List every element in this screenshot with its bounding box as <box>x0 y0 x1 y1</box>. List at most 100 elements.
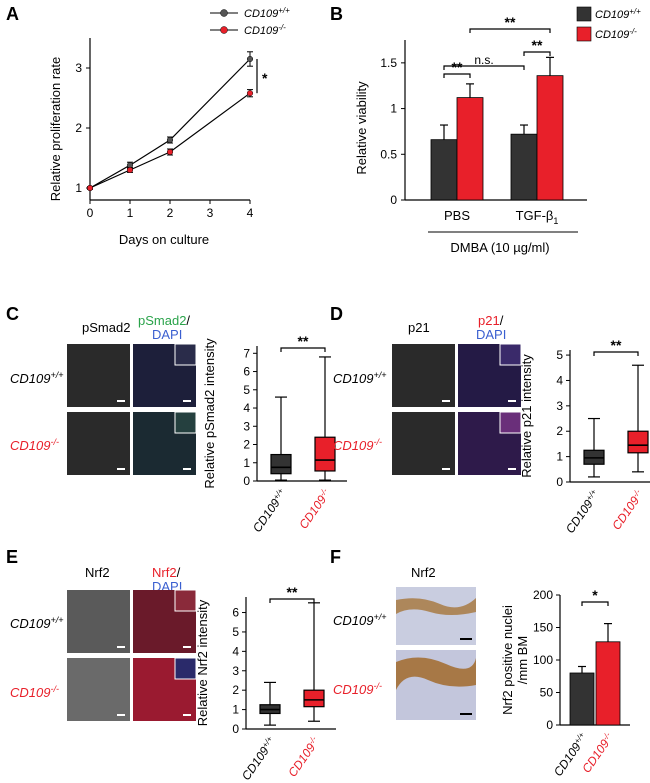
row-label-ko: CD109 <box>333 682 373 697</box>
svg-text:CD109+/+: CD109+/+ <box>333 370 386 386</box>
x-tick-label: 2 <box>167 206 174 220</box>
legend-swatch <box>576 6 592 22</box>
row-label-wt-sup: +/+ <box>50 370 63 380</box>
panel-f-label: Nrf2 <box>411 565 436 580</box>
box-ko <box>314 436 336 472</box>
y-tick-label: 0 <box>556 475 563 489</box>
histology-f-wt <box>396 587 476 645</box>
y-tick-label: 5 <box>556 348 563 362</box>
panel-letter-c: C <box>6 304 19 324</box>
row-label-ko: CD109 <box>333 438 373 453</box>
y-tick-label: 50 <box>540 686 554 700</box>
legend-label: CD109-/- <box>244 23 286 37</box>
legend-marker <box>220 9 228 17</box>
panel-letter-a: A <box>6 4 19 24</box>
panel-c-label-marker: pSmad2 <box>138 313 186 328</box>
panel-c-label-slash: / <box>186 313 190 328</box>
sig-label: ** <box>611 337 622 353</box>
bar-ko <box>595 641 621 726</box>
y-tick-label: 0 <box>546 718 553 732</box>
svg-text:CD109-/-: CD109-/- <box>333 681 382 697</box>
row-label-ko: CD109 <box>10 685 50 700</box>
sig-pbs-bracket <box>443 73 471 78</box>
data-point <box>166 148 174 156</box>
x-category-label: TGF-β1 <box>516 208 559 226</box>
x-axis-title: DMBA (10 µg/ml) <box>450 240 549 255</box>
y-tick-label: 4 <box>556 373 563 387</box>
sig-label: * <box>592 587 598 603</box>
micrograph-e-wt-gray <box>67 590 130 653</box>
y-tick-label: 0.5 <box>380 147 397 161</box>
panel-c-micrographs: pSmad2 pSmad2/ DAPI CD109+/+ CD109-/- <box>10 313 197 475</box>
y-tick-label: 1 <box>390 102 397 116</box>
bar-wt <box>569 672 595 726</box>
y-axis-title-line1: Nrf2 positive nuclei <box>500 605 515 715</box>
x-tick-label: 3 <box>207 206 214 220</box>
epidermis-layer <box>396 657 476 690</box>
y-axis-title: Relative viability <box>354 81 369 175</box>
panel-letter-d: D <box>330 304 343 324</box>
data-point <box>86 184 94 192</box>
svg-text:Nrf2/: Nrf2/ <box>152 565 181 580</box>
x-group-label: CD109+/+ <box>239 734 279 782</box>
chart-b-viability: 0 0.5 1 1.5 Relative viability PBS TGF-β1 DMBA … <box>354 6 641 255</box>
y-tick-label: 7 <box>243 346 250 360</box>
svg-text:CD109+/+: CD109+/+ <box>333 612 386 628</box>
x-axis-title: Days on culture <box>119 232 209 247</box>
sig-wt-bracket <box>443 65 525 70</box>
legend-label: CD109+/+ <box>595 7 641 21</box>
panel-d-label-gray: p21 <box>408 320 430 335</box>
chart-e-nrf2: 0 1 2 3 4 5 6 Relative Nrf2 intensity CD109+/+ CD… <box>195 584 336 783</box>
box-wt <box>270 453 292 475</box>
sig-ko-label: ** <box>505 14 516 30</box>
y-tick-label: 3 <box>243 419 250 433</box>
panel-e-label-slash: / <box>177 565 181 580</box>
sig-label: ** <box>298 333 309 349</box>
row-label-wt: CD109 <box>333 371 373 386</box>
series-line-wt <box>89 58 251 189</box>
svg-text:pSmad2/: pSmad2/ <box>138 313 190 328</box>
sig-tgf-label: ** <box>532 37 543 53</box>
chart-c-psmad2: 0 1 2 3 4 5 6 7 Relative pSmad2 intensity CD109+/… <box>202 333 347 535</box>
y-axis-title: Relative Nrf2 intensity <box>195 599 210 726</box>
panel-d-micrographs: p21 p21/ DAPI CD109+/+ CD109-/- <box>333 313 522 475</box>
panel-c-label-dapi: DAPI <box>152 327 182 342</box>
y-tick-label: 1.5 <box>380 56 397 70</box>
panel-e-label-gray: Nrf2 <box>85 565 110 580</box>
y-tick-label: 2 <box>243 438 250 452</box>
x-tick-label: 1 <box>127 206 134 220</box>
legend-label: CD109-/- <box>595 27 637 41</box>
box-ko <box>303 689 325 708</box>
row-label-wt: CD109 <box>333 613 373 628</box>
panel-d-label-dapi: DAPI <box>476 327 506 342</box>
micrograph-d-ko-gray <box>392 412 455 475</box>
y-tick-label: 5 <box>243 383 250 397</box>
y-tick-label: 3 <box>75 61 82 75</box>
svg-text:CD109-/-: CD109-/- <box>333 437 382 453</box>
bar-ko <box>456 97 484 201</box>
y-tick-label: 0 <box>243 474 250 488</box>
panel-e-label-marker: Nrf2 <box>152 565 177 580</box>
x-group-label: CD109-/- <box>609 487 646 532</box>
legend-marker <box>220 26 228 34</box>
box-ko <box>627 430 649 454</box>
y-tick-label: 3 <box>556 399 563 413</box>
x-category-label: PBS <box>444 208 470 223</box>
sig-ko-bracket <box>469 28 551 33</box>
y-tick-label: 1 <box>232 703 239 717</box>
y-tick-label: 6 <box>243 365 250 379</box>
data-point <box>166 136 174 144</box>
row-label-wt-sup: +/+ <box>50 615 63 625</box>
y-tick-label: 6 <box>232 606 239 620</box>
panel-f-histology: Nrf2 CD109+/+ CD109-/- <box>333 565 476 720</box>
panel-c-label-gray: pSmad2 <box>82 320 130 335</box>
panel-letter-b: B <box>330 4 343 24</box>
sig-tgf-bracket <box>523 51 551 56</box>
y-tick-label: 1 <box>243 456 250 470</box>
legend-label: CD109+/+ <box>244 6 290 20</box>
sig-label: ** <box>287 584 298 600</box>
chart-d-p21: 0 1 2 3 4 5 Relative p21 intensity CD109+/+ CD10… <box>519 337 650 536</box>
bar-wt <box>430 139 458 201</box>
series-line-ko <box>89 92 251 189</box>
